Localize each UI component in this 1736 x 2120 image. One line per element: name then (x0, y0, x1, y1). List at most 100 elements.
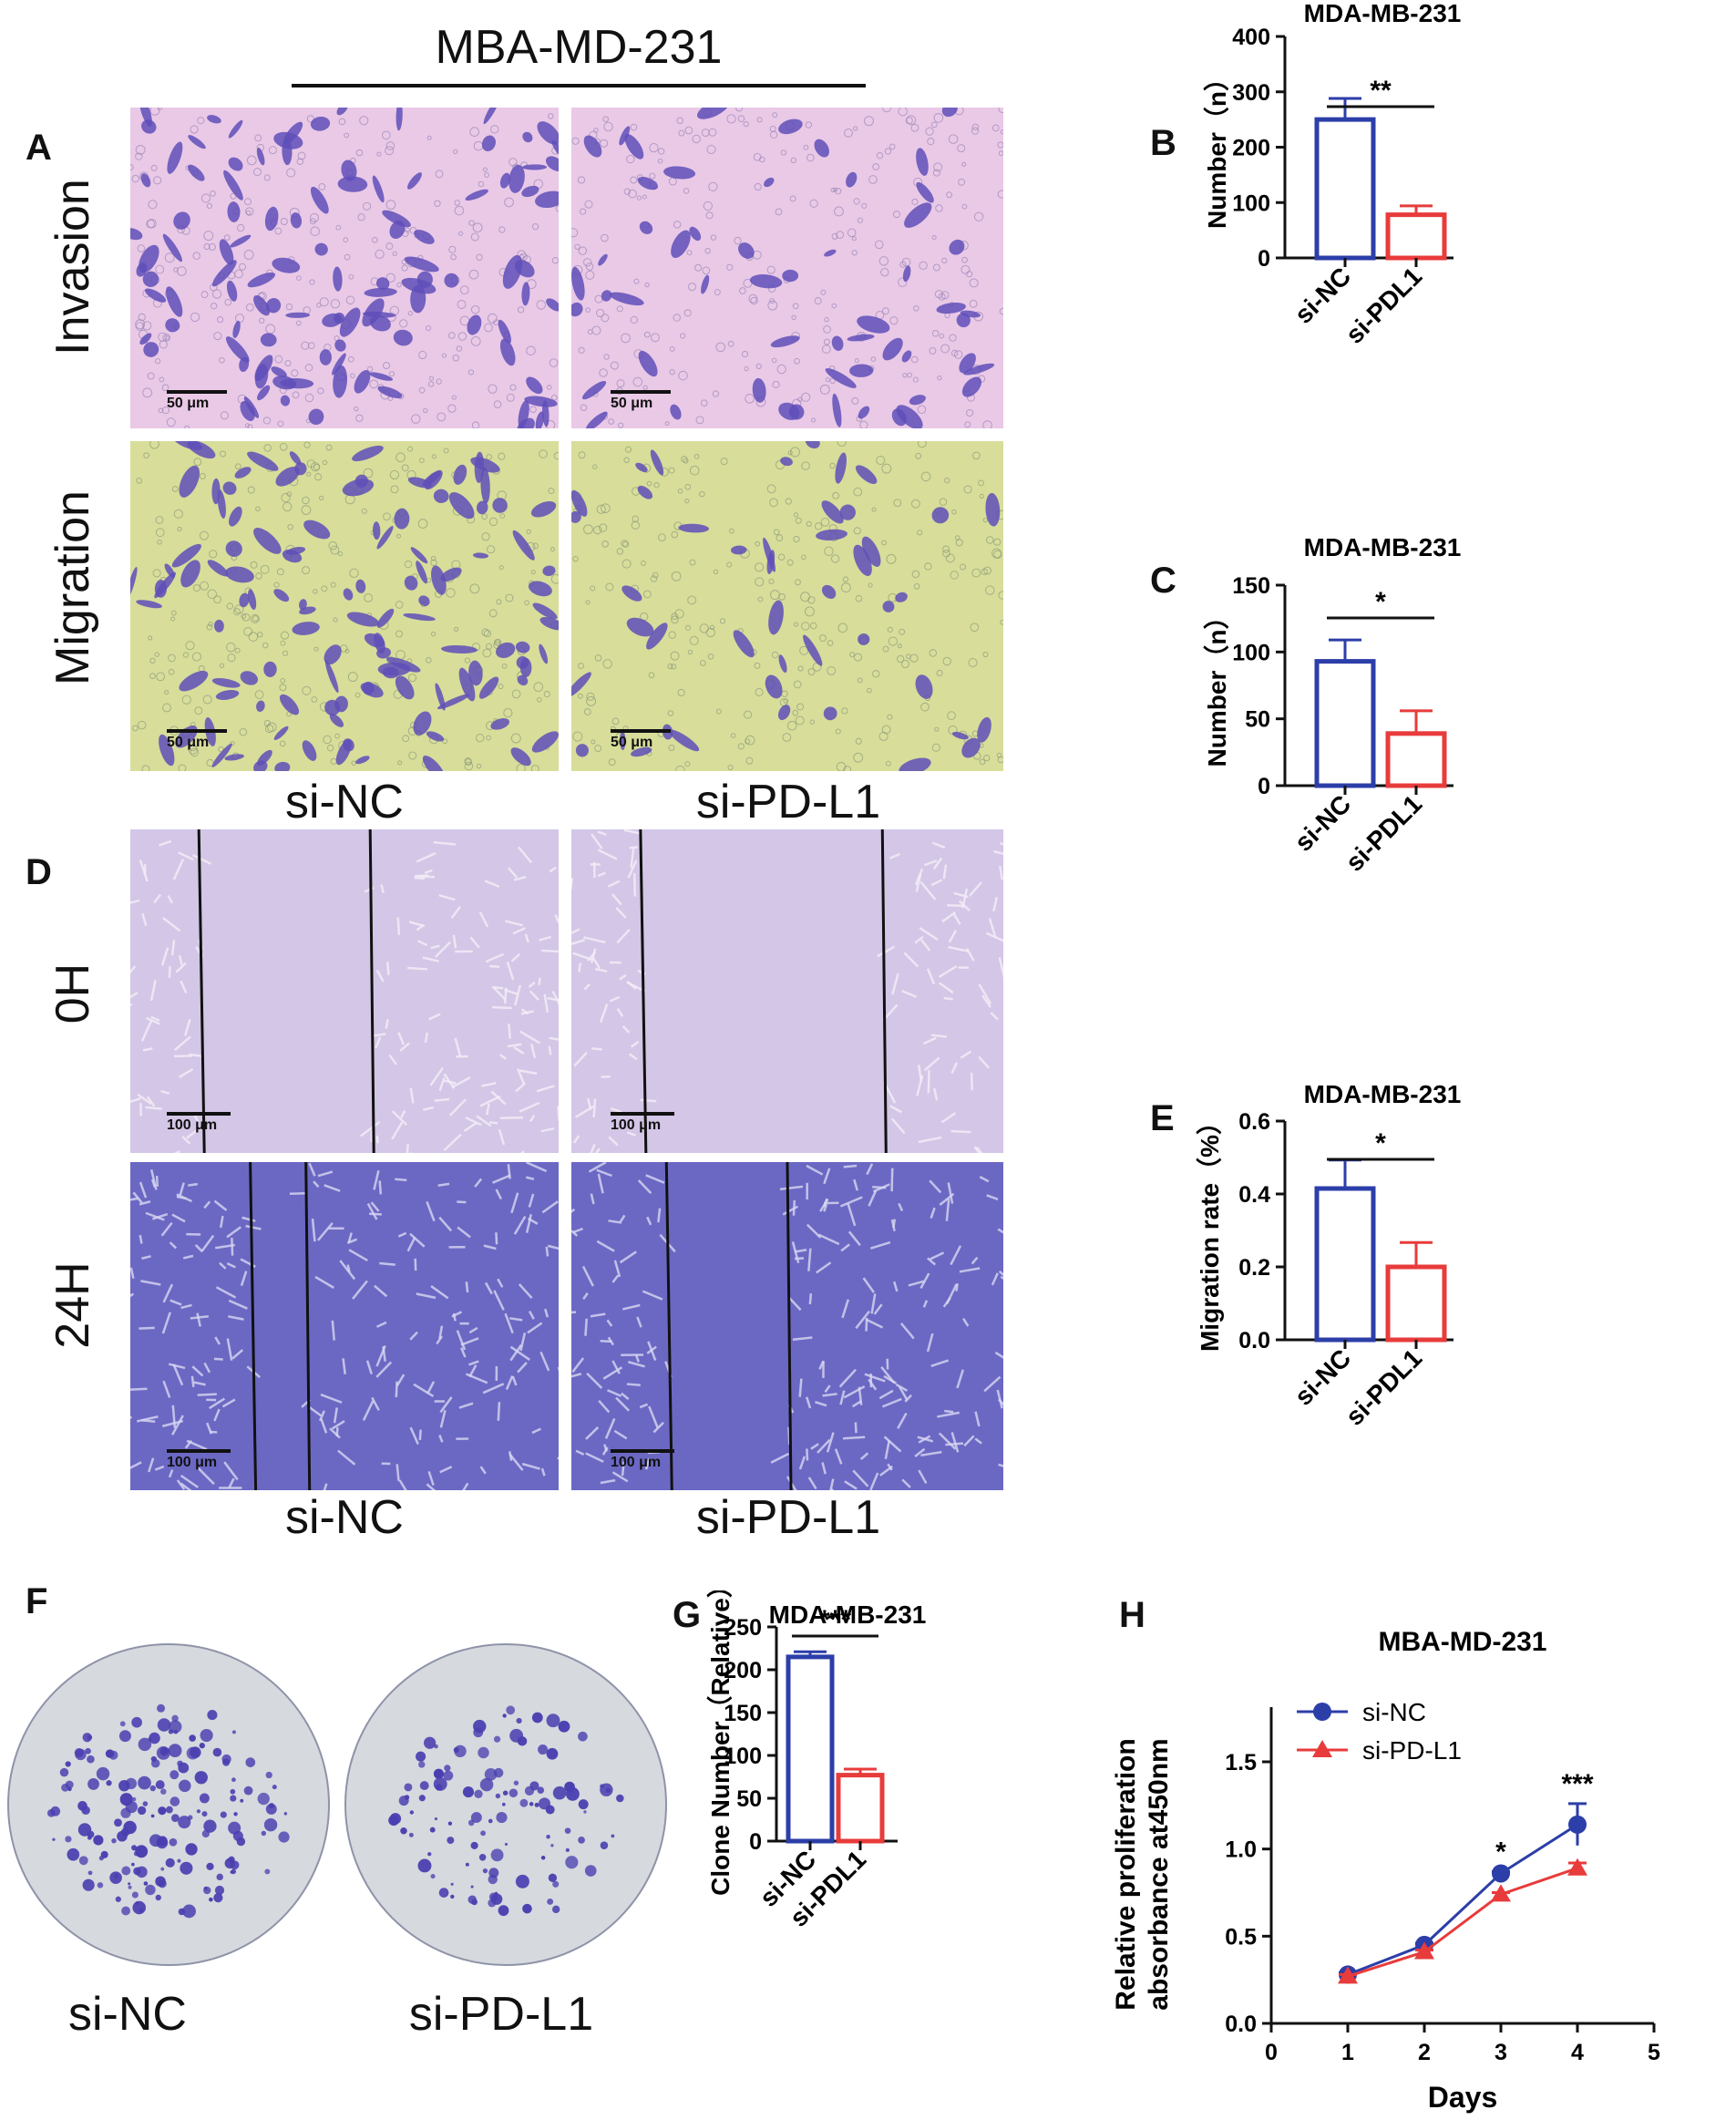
pore (771, 357, 777, 364)
colony (228, 1821, 241, 1835)
pore (202, 695, 212, 705)
pore (286, 168, 296, 178)
cell (843, 1385, 866, 1399)
cell (636, 1316, 642, 1328)
pore (809, 199, 818, 208)
pore (164, 690, 169, 695)
cell (979, 1175, 990, 1183)
cell (334, 312, 345, 324)
pore (571, 228, 579, 238)
pore (940, 344, 950, 354)
colony (546, 1713, 560, 1728)
pore (385, 146, 395, 156)
pore (867, 687, 872, 694)
cell (241, 1216, 256, 1222)
cell (671, 230, 691, 259)
pore (306, 471, 312, 477)
pore (985, 585, 995, 595)
legend-label: si-NC (1362, 1698, 1426, 1726)
cell (571, 1357, 585, 1374)
pore (932, 263, 940, 272)
pore (737, 743, 745, 750)
pore (211, 289, 222, 299)
pore (929, 649, 938, 657)
colony (488, 1818, 493, 1824)
cell (180, 1482, 192, 1490)
pore (546, 385, 552, 390)
y-tick-label: 100 (1232, 190, 1270, 216)
cell (130, 1197, 139, 1201)
cell (334, 339, 346, 352)
pore (734, 237, 742, 245)
pore (206, 623, 213, 631)
pore (684, 624, 692, 631)
pore (809, 622, 817, 630)
pore (135, 319, 146, 330)
colony (77, 1823, 92, 1837)
pore (230, 740, 235, 746)
cell (999, 841, 1003, 846)
pore (630, 123, 638, 131)
pore (705, 211, 714, 220)
pore (677, 488, 683, 494)
cell (937, 1411, 960, 1418)
pore (277, 420, 284, 427)
cell (630, 1040, 640, 1048)
cell (652, 1421, 664, 1434)
wound-24h-si-pdl1-micrograph (571, 1162, 1003, 1490)
cell (211, 743, 232, 767)
colony (155, 1894, 161, 1901)
cell (490, 718, 510, 730)
cell (438, 894, 456, 901)
cell (285, 312, 311, 318)
x-category-label: si-NC (1289, 262, 1357, 329)
pore (702, 266, 711, 275)
pore (739, 287, 746, 294)
pore (687, 283, 697, 292)
pore (262, 417, 272, 425)
wound-edge-line (786, 1162, 793, 1490)
pore (579, 208, 587, 215)
pore (898, 277, 908, 287)
cell (448, 492, 475, 520)
pore (459, 285, 469, 295)
colony (214, 1885, 225, 1896)
panel-label-b: B (1150, 123, 1176, 163)
migration-si-pdl1-micrograph (571, 441, 1003, 771)
cell (188, 135, 206, 149)
cell (825, 368, 857, 388)
cell (922, 1300, 929, 1308)
pore (917, 405, 927, 415)
x-category-label: si-PDL1 (1341, 789, 1428, 877)
pore (481, 532, 490, 541)
colony (213, 1892, 223, 1903)
colony (150, 1814, 155, 1818)
pore (173, 267, 179, 273)
cell (571, 510, 581, 523)
cell (130, 1003, 133, 1006)
colony (429, 1827, 436, 1833)
cell (996, 1389, 1003, 1409)
pore (330, 581, 336, 588)
chart-title: MDA-MB-231 (1304, 0, 1462, 27)
pore (806, 153, 815, 162)
pore (847, 228, 857, 238)
pore (758, 156, 765, 163)
pore (649, 172, 656, 180)
pore (821, 345, 831, 354)
cell (895, 1383, 909, 1392)
colony (434, 1816, 438, 1821)
cell (613, 1429, 628, 1440)
cell (817, 1438, 831, 1454)
pore (464, 757, 472, 766)
pore (671, 530, 679, 539)
pore (834, 188, 842, 195)
y-tick-label: 50 (1245, 707, 1270, 733)
pore (287, 523, 293, 530)
cell (571, 489, 588, 517)
pore (248, 632, 259, 642)
cell (375, 1036, 382, 1049)
cell (145, 1106, 162, 1110)
cell (515, 1082, 527, 1093)
colony (194, 1771, 208, 1785)
